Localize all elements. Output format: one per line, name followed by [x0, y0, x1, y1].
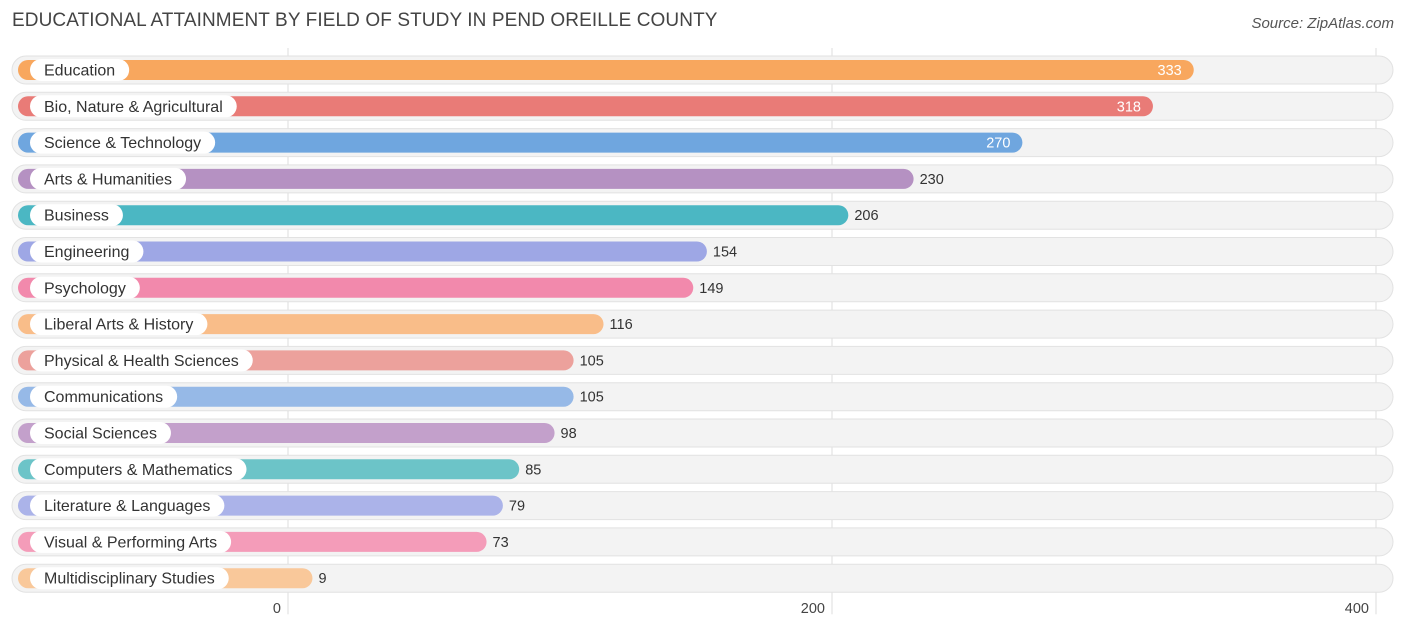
category-label-pill	[30, 276, 140, 299]
value-label: 79	[509, 499, 525, 515]
value-label: 105	[580, 353, 604, 369]
category-label: Education	[44, 63, 115, 80]
value-label: 105	[580, 390, 604, 406]
x-tick-label: 400	[1345, 601, 1369, 617]
category-label: Physical & Health Sciences	[44, 353, 239, 370]
category-label: Business	[44, 208, 109, 225]
value-label: 98	[561, 426, 577, 442]
bar	[18, 132, 1023, 153]
category-label: Arts & Humanities	[44, 171, 172, 188]
bar	[18, 277, 694, 298]
value-label: 318	[1117, 99, 1141, 115]
category-label: Engineering	[44, 244, 129, 261]
category-label-pill	[30, 567, 229, 590]
category-label-pill	[30, 131, 216, 154]
category-label-pill	[30, 240, 144, 263]
category-label-pill	[30, 204, 123, 227]
category-label: Communications	[44, 389, 163, 406]
value-label: 230	[920, 172, 944, 188]
value-label: 270	[986, 136, 1010, 152]
bar	[18, 205, 849, 226]
x-axis: 0 200 400	[273, 601, 1369, 617]
x-tick-label: 200	[801, 601, 825, 617]
value-label: 206	[854, 208, 878, 224]
value-label: 9	[318, 571, 326, 587]
bars: Education 333 Bio, Nature & Agricultural 31…	[18, 59, 1194, 590]
x-tick-label: 0	[273, 601, 281, 617]
category-label-pill	[30, 530, 232, 553]
value-label: 116	[610, 317, 633, 333]
bar	[18, 96, 1153, 117]
category-label-pill	[30, 422, 171, 444]
category-label: Liberal Arts & History	[44, 317, 193, 334]
category-label-pill	[30, 494, 225, 517]
category-label-pill	[30, 313, 208, 336]
category-label: Science & Technology	[44, 135, 201, 152]
category-label-pill	[30, 95, 237, 118]
category-label: Multidisciplinary Studies	[44, 571, 215, 588]
category-label: Literature & Languages	[44, 498, 210, 515]
category-label-pill	[30, 349, 253, 372]
bar-track	[11, 563, 1394, 593]
value-label: 149	[699, 281, 723, 297]
category-label: Bio, Nature & Agricultural	[44, 99, 223, 116]
category-label-pill	[30, 458, 247, 481]
value-label: 333	[1158, 63, 1182, 79]
bar	[18, 241, 707, 262]
category-label-pill	[30, 59, 130, 81]
value-label: 73	[493, 535, 509, 551]
category-label: Visual & Performing Arts	[44, 534, 217, 551]
category-label: Computers & Mathematics	[44, 462, 233, 479]
chart-title: EDUCATIONAL ATTAINMENT BY FIELD OF STUDY…	[12, 10, 718, 31]
value-label: 85	[525, 462, 541, 478]
value-label: 154	[713, 245, 737, 261]
category-label: Psychology	[44, 280, 126, 297]
category-label-pill	[30, 167, 187, 190]
bar	[18, 60, 1194, 80]
source-credit: Source: ZipAtlas.com	[1251, 15, 1394, 32]
category-label: Social Sciences	[44, 426, 157, 443]
category-label-pill	[30, 385, 178, 408]
bar	[18, 168, 914, 189]
